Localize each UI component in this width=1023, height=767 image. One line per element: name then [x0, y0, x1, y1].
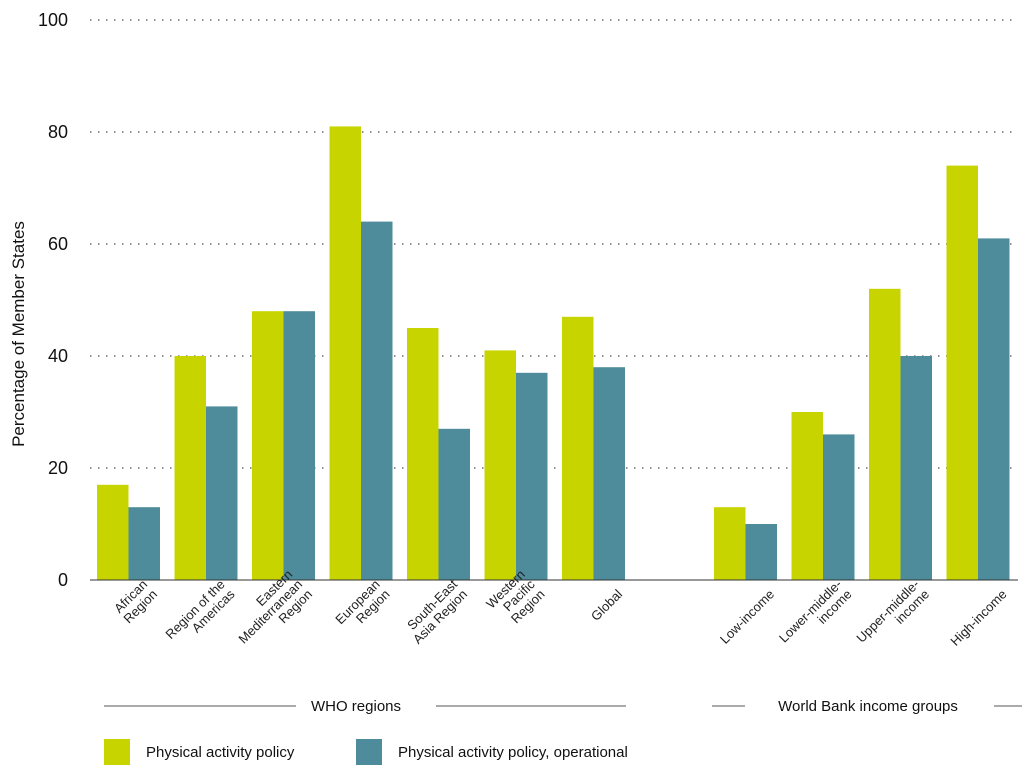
bar-operational [823, 434, 855, 580]
legend-swatch [356, 739, 382, 765]
bar-operational [438, 428, 470, 580]
y-tick-label: 20 [48, 458, 68, 478]
y-tick-label: 0 [58, 570, 68, 590]
x-tick-label: Lower-middle-income [776, 577, 855, 656]
y-axis-ticks: 0 20 40 60 80 100 [38, 10, 68, 590]
bar-operational [206, 406, 238, 580]
group-labels: WHO regions World Bank income groups [104, 698, 1022, 715]
bar-policy [174, 356, 206, 580]
x-tick-label: High-income [947, 587, 1009, 649]
x-tick-label: AfricanRegion [110, 577, 160, 627]
y-tick-label: 40 [48, 346, 68, 366]
bar-policy [562, 316, 594, 580]
x-tick-label: Upper-middle-income [853, 577, 932, 656]
x-tick-label: South-EastAsia Region [400, 576, 470, 646]
bar-policy [407, 328, 439, 580]
bar-operational [745, 524, 777, 580]
legend-label: Physical activity policy [146, 744, 295, 761]
bar-policy [946, 165, 978, 580]
y-tick-label: 80 [48, 122, 68, 142]
bar-operational [516, 372, 548, 580]
bar-policy [484, 350, 516, 580]
bar-operational [900, 356, 932, 580]
y-axis-label: Percentage of Member States [9, 221, 28, 447]
grid-lines [90, 19, 1018, 469]
y-tick-label: 60 [48, 234, 68, 254]
bar-policy [329, 126, 361, 581]
bar-policy [869, 288, 901, 580]
bar-operational [361, 221, 393, 580]
group-label: WHO regions [311, 698, 401, 715]
bar-policy [791, 412, 823, 580]
bar-operational [128, 507, 160, 580]
bar-policy [252, 311, 284, 580]
bar-operational [283, 311, 315, 580]
y-tick-label: 100 [38, 10, 68, 30]
legend-swatch [104, 739, 130, 765]
bar-operational [978, 238, 1010, 580]
group-label: World Bank income groups [778, 698, 958, 715]
bar-policy [714, 507, 746, 580]
x-tick-label: Low-income [717, 587, 777, 647]
x-tick-label: Global [588, 586, 625, 623]
legend: Physical activity policy Physical activit… [104, 739, 628, 765]
x-tick-label: EuropeanRegion [332, 577, 392, 637]
bar-operational [593, 367, 625, 580]
legend-label: Physical activity policy, operational [398, 744, 628, 761]
x-tick-label: Region of theAmericas [162, 576, 238, 652]
bar-policy [97, 484, 129, 580]
bars [97, 126, 1010, 581]
